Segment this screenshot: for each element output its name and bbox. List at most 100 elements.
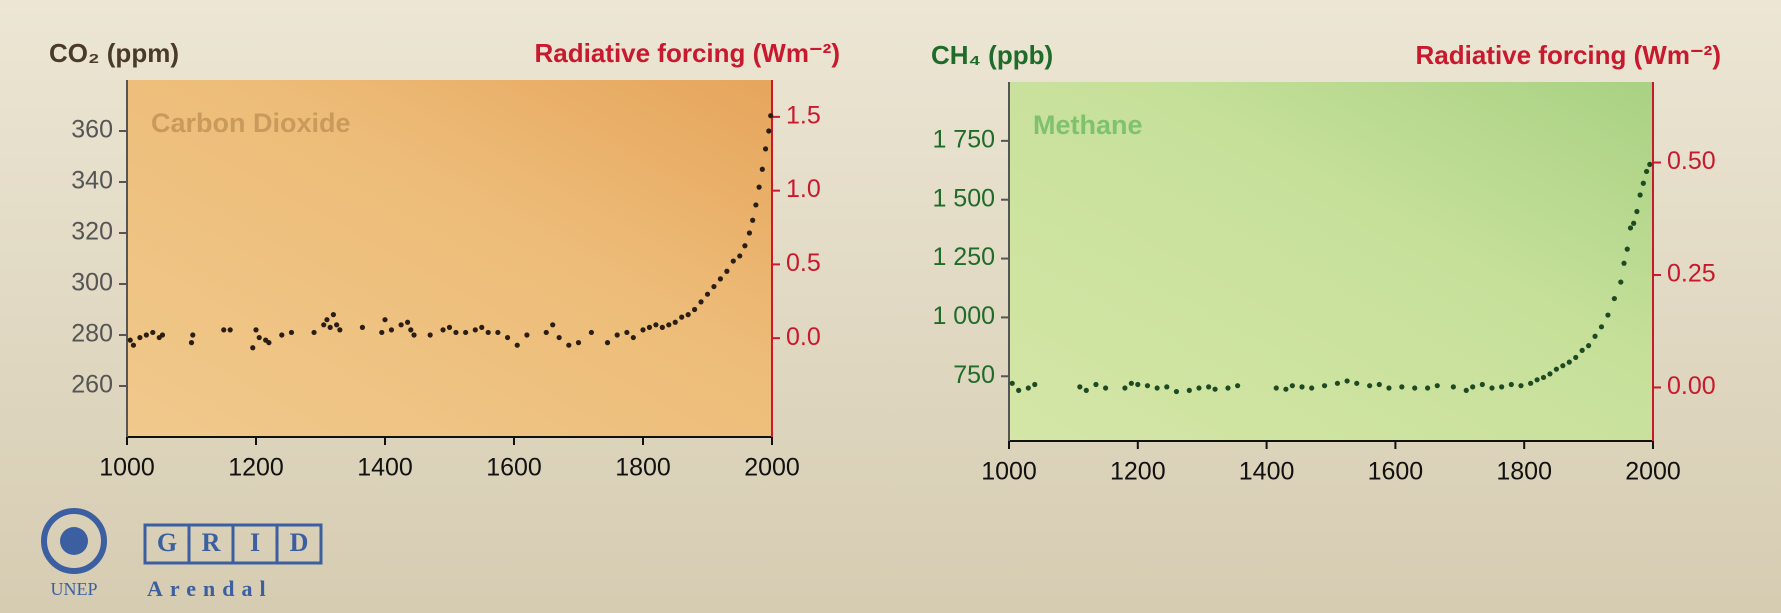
data-point (711, 284, 716, 289)
data-point (640, 327, 645, 332)
data-point (479, 325, 484, 330)
data-point (1621, 261, 1626, 266)
data-point (653, 322, 658, 327)
data-point (768, 113, 773, 118)
y-tick-label: 260 (71, 371, 113, 399)
data-point (1412, 385, 1417, 390)
grid-letter: I (250, 528, 260, 557)
data-point (605, 340, 610, 345)
data-point (1345, 378, 1350, 383)
data-point (399, 322, 404, 327)
data-point (1541, 375, 1546, 380)
data-point (337, 327, 342, 332)
data-point (495, 330, 500, 335)
data-point (505, 335, 510, 340)
data-point (1377, 382, 1382, 387)
data-point (724, 269, 729, 274)
data-point (673, 320, 678, 325)
arendal-text: Arendal (147, 576, 273, 601)
x-tick-label: 1600 (1368, 458, 1424, 486)
data-point (190, 332, 195, 337)
data-point (321, 322, 326, 327)
data-point (624, 330, 629, 335)
data-point (1164, 384, 1169, 389)
data-point (1386, 385, 1391, 390)
data-point (408, 327, 413, 332)
data-point (1644, 169, 1649, 174)
y-axis-title: CH₄ (ppb) (931, 40, 1053, 70)
x-tick-label: 1000 (981, 458, 1037, 486)
data-point (1016, 388, 1021, 393)
grid-letter: G (157, 528, 177, 557)
data-point (131, 343, 136, 348)
data-point (1586, 343, 1591, 348)
data-point (1625, 247, 1630, 252)
data-point (1592, 334, 1597, 339)
y2-tick-label: 0.50 (1667, 147, 1716, 175)
data-point (1212, 387, 1217, 392)
data-point (1309, 385, 1314, 390)
data-point (1283, 387, 1288, 392)
data-point (1518, 383, 1523, 388)
data-point (1534, 377, 1539, 382)
data-point (1435, 383, 1440, 388)
grid-letter: D (290, 528, 309, 557)
data-point (1077, 384, 1082, 389)
data-point (1638, 192, 1643, 197)
y2-tick-label: 0.5 (786, 249, 821, 277)
data-point (1634, 209, 1639, 214)
data-point (331, 312, 336, 317)
data-point (1547, 371, 1552, 376)
data-point (1084, 388, 1089, 393)
data-point (1528, 381, 1533, 386)
data-point (360, 325, 365, 330)
data-point (486, 330, 491, 335)
data-point (382, 317, 387, 322)
data-point (1274, 385, 1279, 390)
data-point (1299, 384, 1304, 389)
data-point (463, 330, 468, 335)
data-point (128, 338, 133, 343)
y2-tick-label: 1.5 (786, 101, 821, 129)
y-tick-label: 280 (71, 320, 113, 348)
data-point (550, 322, 555, 327)
data-point (250, 345, 255, 350)
data-point (1122, 385, 1127, 390)
x-tick-label: 2000 (744, 454, 800, 482)
data-point (1612, 296, 1617, 301)
data-point (692, 307, 697, 312)
data-point (1206, 384, 1211, 389)
data-point (1425, 385, 1430, 390)
data-point (1451, 384, 1456, 389)
data-point (428, 332, 433, 337)
data-point (1399, 384, 1404, 389)
data-point (666, 322, 671, 327)
data-point (1174, 389, 1179, 394)
data-point (515, 343, 520, 348)
data-point (1145, 383, 1150, 388)
data-point (1480, 382, 1485, 387)
data-point (631, 335, 636, 340)
data-point (334, 322, 339, 327)
x-tick-label: 1200 (1110, 458, 1166, 486)
data-point (1554, 367, 1559, 372)
data-point (389, 327, 394, 332)
data-point (324, 317, 329, 322)
data-point (566, 343, 571, 348)
data-point (1093, 382, 1098, 387)
data-point (1464, 388, 1469, 393)
data-point (731, 258, 736, 263)
data-point (189, 340, 194, 345)
y2-tick-label: 0.00 (1667, 372, 1716, 400)
data-point (1647, 162, 1652, 167)
data-point (1354, 381, 1359, 386)
data-point (1026, 385, 1031, 390)
unep-text: UNEP (50, 579, 97, 599)
data-point (1235, 383, 1240, 388)
data-point (698, 299, 703, 304)
data-point (1010, 381, 1015, 386)
y2-axis-title: Radiative forcing (Wm⁻²) (534, 38, 840, 68)
data-point (257, 335, 262, 340)
y-tick-label: 1 000 (932, 302, 995, 330)
data-point (405, 320, 410, 325)
